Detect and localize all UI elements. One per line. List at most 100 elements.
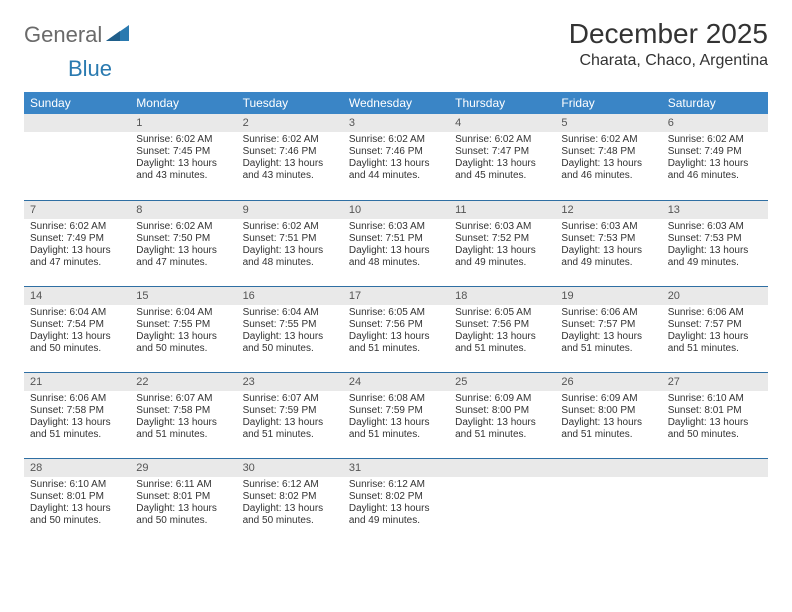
day-number: 23 [237, 373, 343, 391]
sunset-line: Sunset: 7:55 PM [136, 319, 230, 331]
day-number: 8 [130, 201, 236, 219]
daylight-line: Daylight: 13 hours and 51 minutes. [455, 417, 549, 441]
sunset-line: Sunset: 7:57 PM [561, 319, 655, 331]
day-details: Sunrise: 6:03 AMSunset: 7:51 PMDaylight:… [343, 219, 449, 273]
sunset-line: Sunset: 7:49 PM [30, 233, 124, 245]
calendar-day-cell: 16Sunrise: 6:04 AMSunset: 7:55 PMDayligh… [237, 286, 343, 372]
daylight-line: Daylight: 13 hours and 50 minutes. [136, 331, 230, 355]
weekday-header: Thursday [449, 92, 555, 114]
sunset-line: Sunset: 7:51 PM [243, 233, 337, 245]
sunset-line: Sunset: 7:45 PM [136, 146, 230, 158]
calendar-day-cell: 11Sunrise: 6:03 AMSunset: 7:52 PMDayligh… [449, 200, 555, 286]
day-number [662, 459, 768, 477]
daylight-line: Daylight: 13 hours and 51 minutes. [668, 331, 762, 355]
day-number: 27 [662, 373, 768, 391]
sunrise-line: Sunrise: 6:03 AM [455, 221, 549, 233]
sunrise-line: Sunrise: 6:02 AM [349, 134, 443, 146]
day-details: Sunrise: 6:10 AMSunset: 8:01 PMDaylight:… [662, 391, 768, 445]
calendar-day-cell: 2Sunrise: 6:02 AMSunset: 7:46 PMDaylight… [237, 114, 343, 200]
day-number: 20 [662, 287, 768, 305]
sunrise-line: Sunrise: 6:02 AM [455, 134, 549, 146]
calendar-day-cell: 21Sunrise: 6:06 AMSunset: 7:58 PMDayligh… [24, 372, 130, 458]
day-number: 18 [449, 287, 555, 305]
sunset-line: Sunset: 8:00 PM [455, 405, 549, 417]
calendar-day-cell: 25Sunrise: 6:09 AMSunset: 8:00 PMDayligh… [449, 372, 555, 458]
calendar-day-cell: 18Sunrise: 6:05 AMSunset: 7:56 PMDayligh… [449, 286, 555, 372]
daylight-line: Daylight: 13 hours and 46 minutes. [561, 158, 655, 182]
sunrise-line: Sunrise: 6:06 AM [30, 393, 124, 405]
sunrise-line: Sunrise: 6:10 AM [30, 479, 124, 491]
calendar-day-cell: 29Sunrise: 6:11 AMSunset: 8:01 PMDayligh… [130, 458, 236, 544]
weekday-header: Tuesday [237, 92, 343, 114]
sunrise-line: Sunrise: 6:07 AM [243, 393, 337, 405]
sunset-line: Sunset: 7:49 PM [668, 146, 762, 158]
daylight-line: Daylight: 13 hours and 43 minutes. [136, 158, 230, 182]
weekday-header: Wednesday [343, 92, 449, 114]
sunrise-line: Sunrise: 6:03 AM [668, 221, 762, 233]
day-details: Sunrise: 6:05 AMSunset: 7:56 PMDaylight:… [449, 305, 555, 359]
day-details [449, 477, 555, 527]
day-number: 2 [237, 114, 343, 132]
sunrise-line: Sunrise: 6:12 AM [349, 479, 443, 491]
daylight-line: Daylight: 13 hours and 51 minutes. [136, 417, 230, 441]
daylight-line: Daylight: 13 hours and 44 minutes. [349, 158, 443, 182]
sunrise-line: Sunrise: 6:02 AM [136, 134, 230, 146]
day-details: Sunrise: 6:10 AMSunset: 8:01 PMDaylight:… [24, 477, 130, 531]
calendar-day-cell: 12Sunrise: 6:03 AMSunset: 7:53 PMDayligh… [555, 200, 661, 286]
day-number: 7 [24, 201, 130, 219]
day-number: 4 [449, 114, 555, 132]
calendar-day-cell: 10Sunrise: 6:03 AMSunset: 7:51 PMDayligh… [343, 200, 449, 286]
day-number: 9 [237, 201, 343, 219]
day-number: 15 [130, 287, 236, 305]
day-details [662, 477, 768, 527]
calendar-day-cell: 14Sunrise: 6:04 AMSunset: 7:54 PMDayligh… [24, 286, 130, 372]
calendar-day-cell: 1Sunrise: 6:02 AMSunset: 7:45 PMDaylight… [130, 114, 236, 200]
day-number: 30 [237, 459, 343, 477]
sunrise-line: Sunrise: 6:05 AM [349, 307, 443, 319]
calendar-day-cell: 19Sunrise: 6:06 AMSunset: 7:57 PMDayligh… [555, 286, 661, 372]
sunrise-line: Sunrise: 6:04 AM [243, 307, 337, 319]
calendar-day-cell [449, 458, 555, 544]
sunset-line: Sunset: 7:52 PM [455, 233, 549, 245]
day-details: Sunrise: 6:02 AMSunset: 7:49 PMDaylight:… [24, 219, 130, 273]
sunrise-line: Sunrise: 6:11 AM [136, 479, 230, 491]
sunset-line: Sunset: 7:58 PM [136, 405, 230, 417]
sunset-line: Sunset: 7:56 PM [455, 319, 549, 331]
title-block: December 2025 Charata, Chaco, Argentina [569, 18, 768, 70]
weekday-header: Sunday [24, 92, 130, 114]
sunrise-line: Sunrise: 6:02 AM [243, 221, 337, 233]
day-details: Sunrise: 6:02 AMSunset: 7:48 PMDaylight:… [555, 132, 661, 186]
sunrise-line: Sunrise: 6:05 AM [455, 307, 549, 319]
day-number: 13 [662, 201, 768, 219]
sunrise-line: Sunrise: 6:06 AM [561, 307, 655, 319]
day-details: Sunrise: 6:09 AMSunset: 8:00 PMDaylight:… [449, 391, 555, 445]
day-details: Sunrise: 6:06 AMSunset: 7:57 PMDaylight:… [555, 305, 661, 359]
sunset-line: Sunset: 8:01 PM [30, 491, 124, 503]
daylight-line: Daylight: 13 hours and 47 minutes. [136, 245, 230, 269]
sunrise-line: Sunrise: 6:10 AM [668, 393, 762, 405]
calendar-week-row: 14Sunrise: 6:04 AMSunset: 7:54 PMDayligh… [24, 286, 768, 372]
day-details: Sunrise: 6:02 AMSunset: 7:45 PMDaylight:… [130, 132, 236, 186]
sunset-line: Sunset: 7:51 PM [349, 233, 443, 245]
day-details: Sunrise: 6:02 AMSunset: 7:49 PMDaylight:… [662, 132, 768, 186]
sunset-line: Sunset: 7:53 PM [668, 233, 762, 245]
day-details: Sunrise: 6:09 AMSunset: 8:00 PMDaylight:… [555, 391, 661, 445]
day-number: 16 [237, 287, 343, 305]
day-details: Sunrise: 6:07 AMSunset: 7:59 PMDaylight:… [237, 391, 343, 445]
day-number: 12 [555, 201, 661, 219]
day-details: Sunrise: 6:02 AMSunset: 7:46 PMDaylight:… [343, 132, 449, 186]
day-number: 1 [130, 114, 236, 132]
daylight-line: Daylight: 13 hours and 51 minutes. [30, 417, 124, 441]
weekday-header: Saturday [662, 92, 768, 114]
sunset-line: Sunset: 8:02 PM [349, 491, 443, 503]
calendar-day-cell: 7Sunrise: 6:02 AMSunset: 7:49 PMDaylight… [24, 200, 130, 286]
day-number: 29 [130, 459, 236, 477]
day-details: Sunrise: 6:04 AMSunset: 7:54 PMDaylight:… [24, 305, 130, 359]
sunset-line: Sunset: 7:53 PM [561, 233, 655, 245]
day-details: Sunrise: 6:06 AMSunset: 7:58 PMDaylight:… [24, 391, 130, 445]
daylight-line: Daylight: 13 hours and 51 minutes. [243, 417, 337, 441]
sunset-line: Sunset: 7:46 PM [243, 146, 337, 158]
daylight-line: Daylight: 13 hours and 43 minutes. [243, 158, 337, 182]
daylight-line: Daylight: 13 hours and 48 minutes. [349, 245, 443, 269]
month-title: December 2025 [569, 18, 768, 50]
